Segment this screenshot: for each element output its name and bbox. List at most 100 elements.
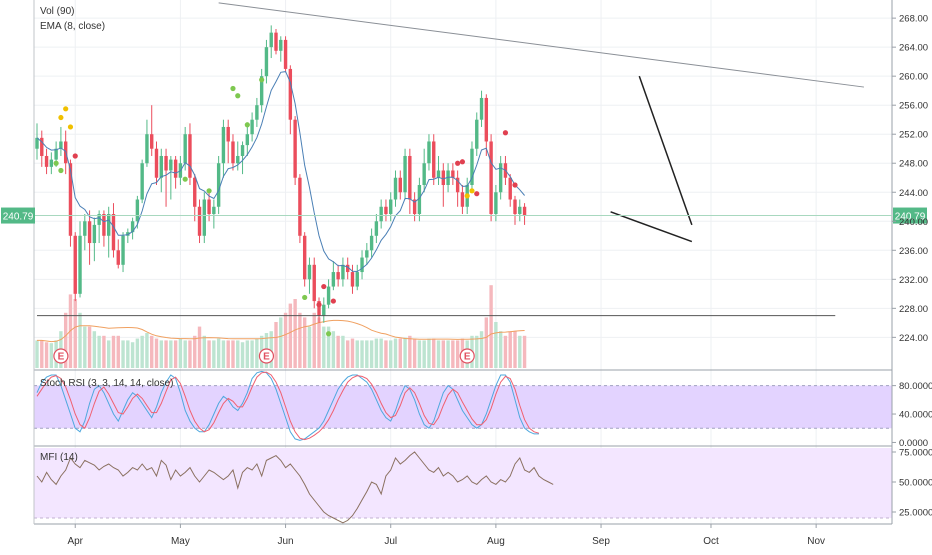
- candle[interactable]: [460, 185, 465, 215]
- candlesticks[interactable]: [35, 25, 527, 323]
- candle[interactable]: [212, 199, 216, 229]
- candle[interactable]: [259, 68, 264, 113]
- candle[interactable]: [202, 192, 206, 244]
- candle[interactable]: [326, 279, 331, 309]
- candle[interactable]: [245, 126, 250, 156]
- candle[interactable]: [379, 199, 383, 229]
- candle[interactable]: [417, 177, 422, 222]
- candle[interactable]: [279, 36, 283, 62]
- candle[interactable]: [87, 210, 92, 265]
- candle[interactable]: [226, 119, 230, 164]
- candle[interactable]: [145, 119, 149, 167]
- candle[interactable]: [346, 257, 350, 280]
- candle[interactable]: [44, 148, 49, 175]
- current-price-tag-right[interactable]: 240.79: [893, 207, 927, 224]
- candle[interactable]: [78, 221, 82, 298]
- earnings-marker[interactable]: E: [258, 348, 275, 364]
- candle[interactable]: [197, 199, 202, 244]
- earnings-marker[interactable]: E: [53, 348, 69, 364]
- candle[interactable]: [475, 112, 479, 156]
- candle[interactable]: [49, 152, 54, 175]
- candle[interactable]: [164, 148, 168, 207]
- candle[interactable]: [355, 264, 359, 291]
- candle[interactable]: [389, 192, 393, 222]
- candle[interactable]: [240, 141, 245, 175]
- candle[interactable]: [489, 134, 493, 222]
- candle[interactable]: [317, 297, 321, 323]
- candle[interactable]: [250, 112, 254, 142]
- candle[interactable]: [360, 250, 364, 280]
- candle[interactable]: [169, 155, 173, 200]
- candle[interactable]: [455, 170, 460, 207]
- candle[interactable]: [121, 232, 125, 273]
- candle[interactable]: [518, 199, 522, 222]
- candle[interactable]: [150, 105, 154, 156]
- candle[interactable]: [83, 214, 87, 251]
- candle[interactable]: [154, 141, 159, 185]
- candle[interactable]: [393, 170, 398, 207]
- candle[interactable]: [293, 116, 297, 185]
- candle[interactable]: [59, 126, 63, 156]
- candle[interactable]: [422, 148, 426, 193]
- candle[interactable]: [374, 214, 379, 244]
- candle[interactable]: [341, 257, 345, 287]
- candle[interactable]: [412, 192, 417, 222]
- upper-trendline[interactable]: [218, 2, 865, 88]
- candle[interactable]: [384, 199, 388, 222]
- candle[interactable]: [369, 228, 374, 258]
- candle[interactable]: [508, 174, 512, 207]
- candle[interactable]: [479, 90, 484, 127]
- candle[interactable]: [365, 243, 369, 265]
- candle[interactable]: [403, 148, 407, 200]
- candle[interactable]: [470, 141, 474, 193]
- current-price-tag-left[interactable]: 240.79: [1, 207, 35, 224]
- candle[interactable]: [92, 217, 97, 262]
- candle[interactable]: [102, 210, 106, 247]
- candle[interactable]: [302, 232, 307, 287]
- candle[interactable]: [130, 217, 135, 240]
- candle[interactable]: [274, 29, 278, 55]
- candle[interactable]: [427, 134, 431, 171]
- candle[interactable]: [307, 257, 312, 294]
- vol-indicator-label[interactable]: Vol (90): [40, 6, 75, 17]
- candle[interactable]: [432, 134, 436, 185]
- candle[interactable]: [116, 239, 120, 269]
- candle[interactable]: [522, 203, 527, 225]
- candle[interactable]: [498, 155, 503, 200]
- candle[interactable]: [231, 134, 235, 171]
- stoch-rsi-label[interactable]: Stoch RSI (3, 3, 14, 14, close): [40, 378, 174, 389]
- candle[interactable]: [73, 232, 77, 302]
- candle[interactable]: [173, 155, 178, 189]
- candle[interactable]: [283, 36, 288, 73]
- candle[interactable]: [513, 195, 517, 225]
- candle[interactable]: [322, 297, 326, 323]
- candle[interactable]: [216, 155, 221, 215]
- candle[interactable]: [288, 65, 293, 135]
- candle[interactable]: [111, 203, 116, 258]
- candle[interactable]: [336, 264, 340, 287]
- candle[interactable]: [436, 155, 441, 185]
- candle[interactable]: [446, 163, 450, 193]
- candle[interactable]: [264, 39, 269, 84]
- candle[interactable]: [188, 123, 192, 185]
- candle[interactable]: [269, 25, 273, 59]
- ema-indicator-label[interactable]: EMA (8, close): [40, 21, 106, 32]
- candle[interactable]: [193, 174, 197, 222]
- candle[interactable]: [441, 163, 445, 207]
- mfi-label[interactable]: MFI (14): [40, 452, 78, 463]
- candle[interactable]: [255, 97, 259, 127]
- candle[interactable]: [236, 141, 240, 171]
- candle[interactable]: [40, 130, 44, 167]
- candle[interactable]: [398, 170, 402, 200]
- candle[interactable]: [312, 257, 316, 309]
- candle[interactable]: [126, 228, 130, 244]
- candle[interactable]: [408, 148, 412, 215]
- earnings-marker[interactable]: E: [459, 348, 475, 364]
- candle[interactable]: [159, 148, 163, 193]
- candle[interactable]: [331, 261, 336, 291]
- candle[interactable]: [484, 94, 489, 156]
- candle[interactable]: [140, 159, 144, 204]
